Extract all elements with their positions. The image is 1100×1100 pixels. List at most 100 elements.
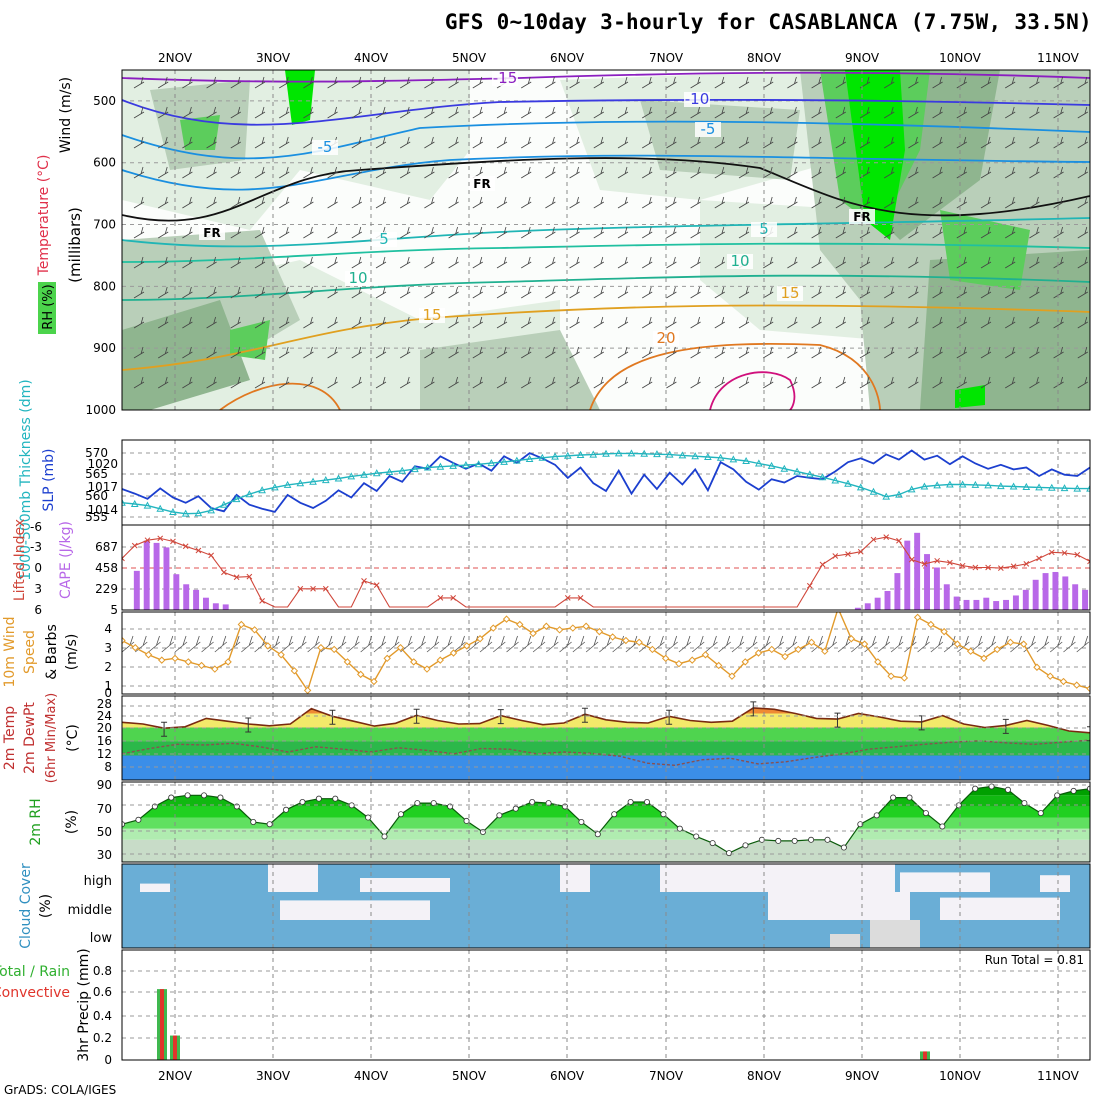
wind-barb [980, 166, 992, 179]
wind-barb [762, 316, 774, 329]
cloud-cover-cell [870, 920, 920, 948]
thickness-marker [525, 454, 534, 463]
temperature-contour [122, 242, 1090, 263]
wind-barb [303, 346, 314, 359]
cape-bar [143, 540, 150, 610]
surface-wind-barb [546, 635, 559, 653]
wind-barb [617, 136, 629, 149]
wind-barb [1053, 196, 1064, 209]
contour-label-bg [469, 176, 495, 191]
wind-barb [157, 196, 169, 209]
surface-wind-barb [864, 635, 877, 653]
wind-barb [932, 166, 943, 179]
bottom-day-label: 10NOV [939, 1069, 981, 1083]
wind-barb [980, 196, 992, 209]
surface-wind-barb [479, 635, 493, 653]
wind-barb [545, 346, 556, 359]
wind-speed-marker [701, 651, 710, 659]
surface-wind-barb [506, 635, 519, 653]
wind-speed-marker [197, 661, 206, 670]
temp-tick: 24 [97, 709, 112, 723]
lifted-index-marker [170, 538, 176, 545]
thickness-marker [512, 456, 521, 464]
lifted-index-tick: 6 [34, 603, 42, 617]
wind-barb [254, 346, 266, 359]
wind-speed-marker [1033, 663, 1041, 671]
surface-wind-barb [413, 635, 426, 653]
surface-wind-barb [307, 635, 320, 653]
contour-label-bg [777, 286, 803, 301]
top-day-label: 10NOV [939, 51, 981, 65]
wind-barb [980, 226, 992, 239]
wind-barb [617, 76, 629, 89]
pressure-tick-label: 700 [93, 218, 116, 232]
bottom-day-label: 5NOV [452, 1069, 487, 1083]
surface-wind-barb [373, 635, 387, 653]
wind-barb [303, 106, 314, 119]
bottom-day-label: 4NOV [354, 1069, 389, 1083]
top-day-label: 7NOV [649, 51, 684, 65]
wind-barb [327, 226, 338, 239]
wind-barb [980, 256, 992, 269]
rh2m-marker [414, 800, 421, 807]
wind-barb [1077, 136, 1089, 149]
wind-speed-marker [356, 670, 365, 679]
wind-barb [399, 226, 411, 239]
rh2m-marker [365, 814, 372, 821]
wind-barb [496, 376, 508, 389]
cape-bar [993, 601, 1000, 610]
temp-label-c: (6hr Min/Max) [44, 693, 59, 783]
thickness-marker [844, 479, 852, 487]
wind-barb [496, 166, 508, 179]
wind-speed-marker [184, 658, 193, 666]
wind-speed-marker [794, 645, 802, 654]
wind-barb [908, 136, 919, 149]
wind-barb [327, 106, 338, 119]
wind-barb [1053, 76, 1064, 89]
wind-barb [593, 196, 605, 209]
wind-barb [327, 316, 338, 329]
wind-speed-marker [290, 667, 299, 675]
wind-barb [206, 256, 217, 269]
wind-barb [1053, 316, 1064, 329]
thickness-marker [920, 482, 929, 490]
top-day-label: 3NOV [256, 51, 291, 65]
wind-barb [1053, 106, 1064, 119]
wind-speed-marker [966, 647, 975, 655]
cape-tick: 229 [95, 582, 118, 596]
wind-barb [182, 346, 193, 359]
thickness-marker [996, 482, 1005, 490]
wind-barb [690, 316, 701, 329]
thickness-marker [130, 499, 139, 507]
wind-speed-marker [211, 665, 219, 673]
lifted-index-marker [297, 585, 304, 592]
precip-convective-bar [173, 1035, 177, 1060]
wind-barb [1077, 316, 1089, 329]
cape-bar [222, 604, 229, 610]
rh2m-marker [545, 800, 552, 807]
wind-barb [133, 376, 145, 389]
cape-bar [894, 573, 901, 610]
wind-speed-marker [1059, 677, 1068, 686]
chart-title: GFS 0~10day 3-hourly for CASABLANCA (7.7… [444, 10, 1092, 34]
wind-barb [448, 166, 459, 179]
thickness-marker [347, 472, 356, 480]
contour-label-bg [684, 92, 710, 107]
wind-barb [254, 256, 266, 269]
wind-barb [375, 106, 387, 119]
lifted-index-marker [577, 595, 584, 601]
panel-frame-cape [121, 524, 1091, 611]
rh2m-marker [512, 805, 519, 812]
wind-barb [448, 196, 459, 209]
wind-barb [932, 316, 943, 329]
cloud-label-a: Cloud Cover [18, 863, 34, 949]
wind-barb [617, 286, 629, 299]
wind-barb [714, 256, 726, 269]
thickness-marker [423, 463, 432, 471]
thickness-axis-label: 1000-500mb Thickness (dm) [18, 379, 34, 580]
lifted-index-marker [233, 574, 240, 581]
wind-barb [787, 106, 798, 119]
rh2m-marker [611, 811, 618, 818]
surface-wind-barb [758, 635, 771, 653]
wind-barb [472, 196, 484, 209]
